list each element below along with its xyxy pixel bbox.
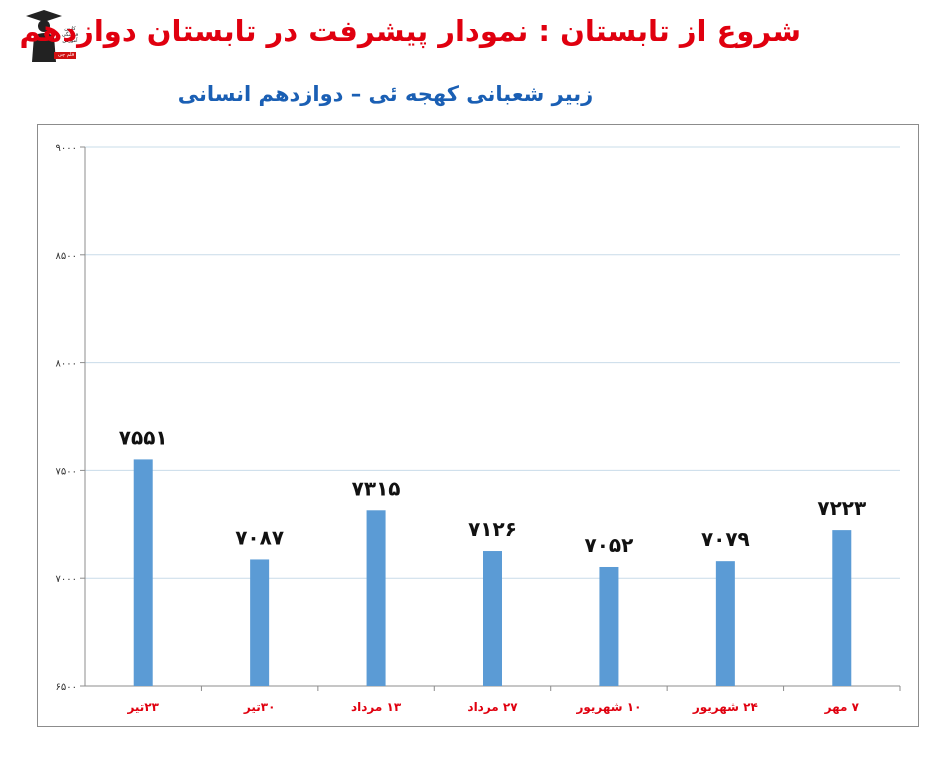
data-label: ۷۳۱۵	[352, 476, 401, 500]
bar	[483, 551, 502, 686]
y-tick-label: ۸۰۰۰	[56, 359, 77, 370]
page-subtitle: زبیر شعبانی کهجه ئی – دوازدهم انسانی	[177, 82, 594, 106]
bar	[599, 566, 619, 686]
y-tick-label: ۸۵۰۰	[56, 251, 77, 262]
bar	[832, 530, 852, 686]
y-tick-label: ۷۰۰۰	[56, 574, 77, 585]
y-tick-label: ۹۰۰۰	[56, 143, 77, 154]
x-tick-label: ۳۰تیر	[243, 700, 276, 714]
logo-text-2: فرهنگی	[61, 32, 79, 38]
data-label: ۷۰۵۲	[585, 533, 634, 557]
bar	[715, 561, 735, 686]
x-tick-label: ۷ مهر	[824, 700, 860, 714]
data-label: ۷۱۲۶	[468, 517, 517, 541]
x-tick-label: ۱۰ شهریور	[575, 700, 641, 715]
logo-text-4: قلم چی	[57, 52, 75, 58]
graduate-logo-icon	[26, 10, 76, 62]
data-label: ۷۰۸۷	[235, 525, 284, 549]
bar	[250, 559, 270, 686]
data-label: ۷۵۵۱	[119, 425, 168, 449]
logo: کانون فرهنگی آموزش قلم چی	[20, 6, 84, 64]
y-tick-label: ۶۵۰۰	[56, 682, 77, 693]
x-tick-label: ۲۴ شهریور	[692, 700, 758, 715]
logo-text-3: آموزش	[62, 38, 78, 44]
x-tick-label: ۱۳ مرداد	[351, 700, 402, 714]
logo-text-1: کانون	[64, 26, 76, 32]
bar	[133, 459, 153, 686]
x-tick-label: ۲۳تیر	[126, 700, 159, 714]
bar	[366, 510, 386, 686]
page-title: شروع از تابستان : نمودار پیشرفت در تابست…	[19, 14, 801, 48]
data-label: ۷۲۲۳	[817, 496, 866, 520]
bar-chart: ۶۵۰۰ ۷۰۰۰ ۷۵۰۰ ۸۰۰۰ ۸۵۰۰ ۹۰۰۰ ۷۵۵۱ ۲۳تیر ۷۰۸۷ ۳۰ت…	[56, 143, 901, 715]
chart-frame: ۶۵۰۰ ۷۰۰۰ ۷۵۰۰ ۸۰۰۰ ۸۵۰۰ ۹۰۰۰ ۷۵۵۱ ۲۳تیر ۷۰۸۷ ۳۰ت…	[37, 124, 919, 727]
y-tick-label: ۷۵۰۰	[56, 466, 77, 477]
data-label: ۷۰۷۹	[701, 527, 750, 551]
x-tick-label: ۲۷ مرداد	[467, 700, 518, 714]
